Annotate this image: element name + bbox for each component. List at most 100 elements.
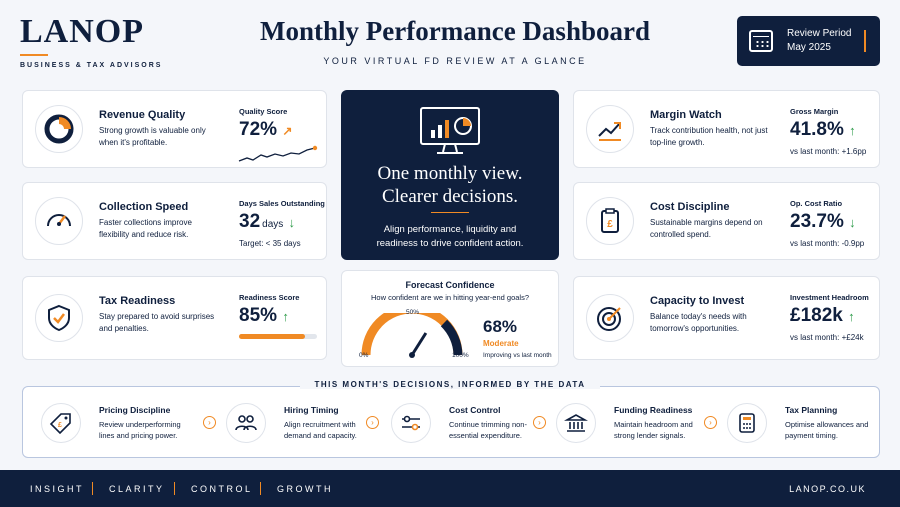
metric-label: Days Sales Outstanding (239, 199, 325, 208)
logo-underline (20, 54, 48, 56)
decision-desc: Optimise allowances and payment timing. (785, 420, 869, 440)
metric-label: Gross Margin (790, 107, 839, 116)
decision-desc: Continue trimming non-essential expendit… (449, 420, 527, 440)
card-desc: Balance today's needs with tomorrow's op… (650, 312, 747, 333)
card-desc: Faster collections improve flexibility a… (99, 218, 192, 239)
metric-value: 85% ↑ (239, 305, 289, 327)
metric-value: 41.8% ↑ (790, 119, 856, 141)
footer-item: INSIGHT (30, 484, 85, 494)
forecast-rating: Moderate (483, 339, 519, 348)
metric-value: 72% ↗ (239, 119, 292, 141)
review-period-label: Review Period (787, 28, 852, 39)
footer-separator (260, 482, 261, 495)
pie-chart-icon (35, 105, 83, 153)
footer-separator (174, 482, 175, 495)
monitor-chart-icon (420, 107, 480, 154)
decision-title: Pricing Discipline (99, 405, 171, 415)
footer-url-link[interactable]: LANOP.CO.UK (789, 484, 866, 494)
arrow-up-icon: ↗ (282, 124, 293, 138)
review-period-value: May 2025 (787, 42, 831, 53)
dso-unit: days (262, 219, 284, 230)
decisions-title: THIS MONTH'S DECISIONS, INFORMED BY THE … (300, 380, 600, 389)
sliders-icon (391, 403, 431, 443)
card-desc: Stay prepared to avoid surprises and pen… (99, 312, 215, 333)
chevron-right-icon: › (533, 416, 546, 429)
card-revenue-quality[interactable]: Revenue Quality Strong growth is valuabl… (22, 90, 327, 168)
op-cost-value: 23.7% (790, 211, 844, 232)
metric-label: Op. Cost Ratio (790, 199, 843, 208)
hero-panel: One monthly view. Clearer decisions. Ali… (341, 90, 559, 260)
svg-text:£: £ (607, 219, 613, 230)
metric-value: 32 days ↓ (239, 211, 295, 233)
sparkline (238, 145, 318, 162)
footer-item: GROWTH (277, 484, 333, 494)
arrow-up-icon: ↑ (848, 309, 855, 324)
gauge-max-label: 100% (452, 352, 469, 359)
card-title: Cost Discipline (650, 201, 730, 213)
readiness-progress-track (239, 334, 317, 339)
chevron-right-icon: › (203, 416, 216, 429)
metric-sub: Target: < 35 days (239, 239, 301, 248)
speedometer-icon (35, 197, 83, 245)
decision-item[interactable]: Hiring Timing Align recruitment with dem… (208, 387, 378, 457)
decision-item[interactable]: Cost Control Continue trimming non-essen… (373, 387, 543, 457)
quality-score-value: 72% (239, 119, 278, 140)
review-accent-line (864, 30, 866, 52)
people-icon (226, 403, 266, 443)
decision-item[interactable]: Funding Readiness Maintain headroom and … (538, 387, 708, 457)
decision-item[interactable]: £ Pricing Discipline Review underperform… (23, 387, 208, 457)
decision-desc: Align recruitment with demand and capaci… (284, 420, 357, 440)
gauge-needle (410, 332, 428, 356)
forecast-title: Forecast Confidence (405, 280, 495, 290)
card-margin-watch[interactable]: Margin Watch Track contribution health, … (573, 90, 880, 168)
logo: LANOP (20, 13, 144, 50)
forecast-confidence-card[interactable]: Forecast Confidence How confident are we… (341, 270, 559, 367)
card-title: Revenue Quality (99, 109, 186, 121)
gauge-mid-label: 50% (406, 309, 420, 316)
gauge-min-label: 0% (359, 352, 369, 359)
decision-title: Tax Planning (785, 405, 838, 415)
hero-divider (431, 212, 469, 213)
readiness-progress-fill (239, 334, 306, 339)
card-tax-readiness[interactable]: Tax Readiness Stay prepared to avoid sur… (22, 276, 327, 360)
arrow-up-icon: ↑ (282, 309, 289, 324)
hero-headline-2: Clearer decisions. (381, 186, 519, 207)
arrow-down-icon: ↓ (849, 215, 856, 230)
dso-value: 32 (239, 211, 261, 232)
card-desc: Track contribution health, not just top-… (650, 126, 768, 147)
metric-value: £182k ↑ (790, 305, 855, 327)
forecast-question: How confident are we in hitting year-end… (370, 293, 529, 302)
chevron-right-icon: › (704, 416, 717, 429)
card-capacity-to-invest[interactable]: Capacity to Invest Balance today's needs… (573, 276, 880, 360)
card-title: Tax Readiness (99, 295, 176, 307)
calendar-icon (749, 30, 773, 52)
bank-icon (556, 403, 596, 443)
footer-item: CONTROL (191, 484, 253, 494)
decision-desc: Review underperforming lines and pricing… (99, 420, 181, 440)
decision-title: Hiring Timing (284, 405, 339, 415)
metric-label: Quality Score (239, 107, 288, 116)
clipboard-pound-icon: £ (586, 197, 634, 245)
card-collection-speed[interactable]: Collection Speed Faster collections impr… (22, 182, 327, 260)
svg-text:£: £ (58, 422, 62, 429)
shield-check-icon (35, 294, 83, 342)
page-title: Monthly Performance Dashboard (260, 16, 650, 46)
card-title: Margin Watch (650, 109, 722, 121)
metric-sub: vs last month: +1.6pp (790, 147, 867, 156)
hero-headline-1: One monthly view. (377, 163, 523, 184)
metric-sub: vs last month: -0.9pp (790, 239, 865, 248)
trend-up-icon (586, 105, 634, 153)
confidence-gauge (361, 313, 463, 358)
page-subtitle: YOUR VIRTUAL FD REVIEW AT A GLANCE (323, 56, 587, 66)
decision-title: Funding Readiness (614, 405, 693, 415)
footer-separator (92, 482, 93, 495)
arrow-up-icon: ↑ (849, 123, 856, 138)
chevron-right-icon: › (366, 416, 379, 429)
decision-item[interactable]: Tax Planning Optimise allowances and pay… (709, 387, 879, 457)
card-title: Capacity to Invest (650, 295, 745, 307)
metric-sub: vs last month: +£24k (790, 333, 864, 342)
footer: INSIGHT CLARITY CONTROL GROWTH LANOP.CO.… (0, 470, 900, 507)
review-period-badge[interactable]: Review Period May 2025 (737, 16, 880, 66)
card-cost-discipline[interactable]: £ Cost Discipline Sustainable margins de… (573, 182, 880, 260)
footer-item: CLARITY (109, 484, 165, 494)
